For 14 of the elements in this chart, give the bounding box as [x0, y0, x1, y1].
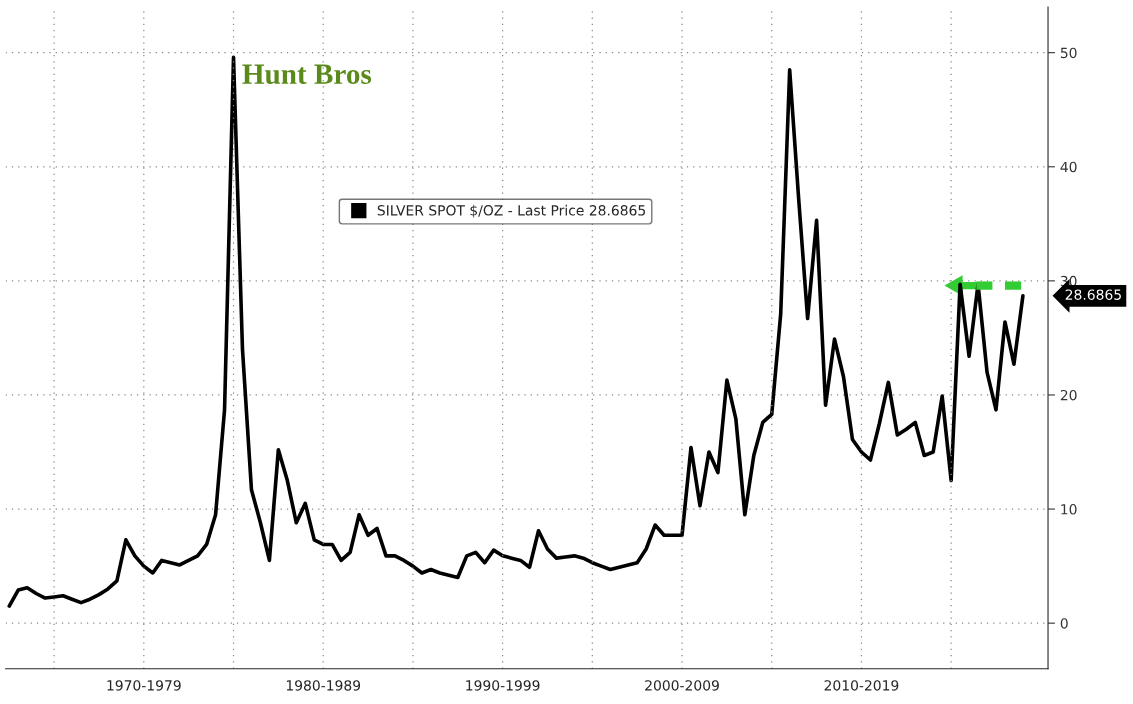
line-series: [7, 55, 1025, 608]
x-tick-label: 1970-1979: [107, 680, 181, 691]
y-tick-label: 50: [1060, 47, 1077, 59]
y-tick-label: 10: [1061, 504, 1077, 515]
legend-label: SILVER SPOT $/OZ - Last Price 28.6865: [377, 204, 646, 218]
text: 28.6865: [1065, 289, 1121, 300]
x-tick-label: 1990-1999: [466, 680, 540, 691]
annotation: Hunt Bros: [242, 64, 372, 85]
x-tick-label: 2010-2019: [824, 680, 899, 691]
y-tick-label: 20: [1060, 389, 1077, 401]
y-tick-label: 0: [1060, 618, 1068, 629]
x-tick-label: 2000-2009: [645, 680, 719, 691]
y-tick-label: 40: [1060, 161, 1077, 173]
x-tick-label: 1980-1989: [286, 680, 361, 691]
